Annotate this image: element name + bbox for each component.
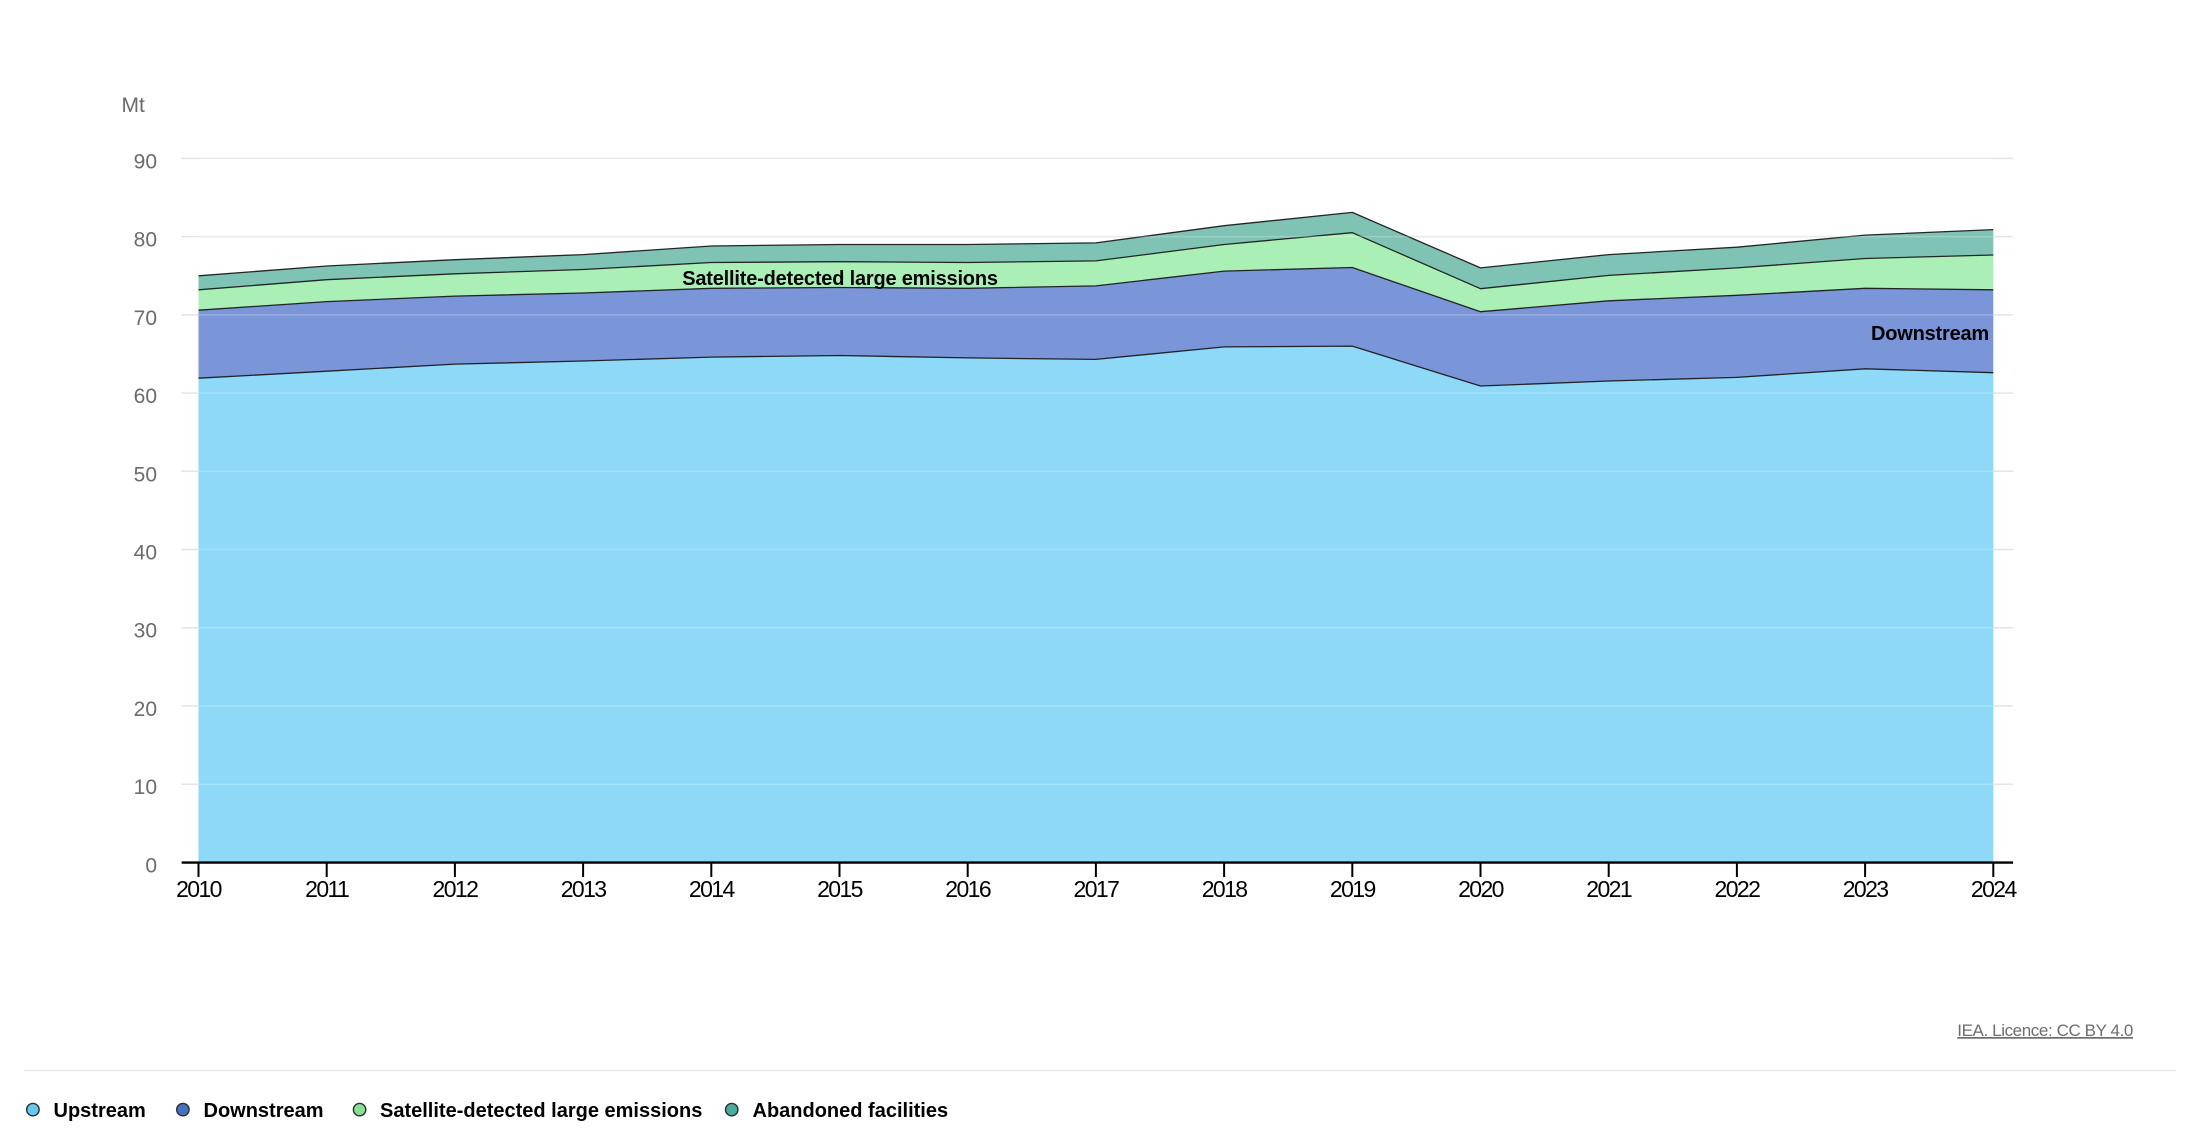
svg-text:30: 30 [134,620,157,643]
svg-text:2019: 2019 [1330,876,1376,902]
svg-text:50: 50 [134,463,157,486]
svg-text:60: 60 [134,385,157,408]
svg-text:2023: 2023 [1843,876,1889,902]
svg-text:2018: 2018 [1202,876,1248,902]
svg-text:2020: 2020 [1458,876,1504,902]
svg-text:70: 70 [134,307,157,330]
svg-text:Abandoned facilities: Abandoned facilities [753,1100,949,1122]
svg-text:2011: 2011 [305,876,349,902]
svg-text:80: 80 [134,229,157,252]
svg-text:2021: 2021 [1586,876,1632,902]
svg-text:IEA. Licence: CC BY 4.0: IEA. Licence: CC BY 4.0 [1957,1021,2133,1040]
svg-text:Satellite-detected large emiss: Satellite-detected large emissions [682,268,998,290]
svg-text:Upstream: Upstream [54,1100,146,1122]
svg-text:2010: 2010 [176,876,222,902]
svg-text:Satellite-detected large emiss: Satellite-detected large emissions [380,1100,702,1122]
svg-text:2022: 2022 [1715,876,1761,902]
svg-text:2015: 2015 [817,876,863,902]
svg-text:2024: 2024 [1971,876,2018,902]
svg-text:2013: 2013 [561,876,607,902]
svg-text:Downstream: Downstream [204,1100,324,1122]
svg-text:2017: 2017 [1074,876,1120,902]
svg-text:2014: 2014 [689,876,736,902]
svg-text:Downstream: Downstream [1871,323,1989,345]
svg-text:Mt: Mt [122,94,145,117]
svg-text:40: 40 [134,542,157,565]
svg-text:10: 10 [134,776,157,799]
svg-text:90: 90 [134,150,157,173]
svg-text:2016: 2016 [945,876,991,902]
svg-text:0: 0 [145,854,157,877]
svg-text:2012: 2012 [433,876,479,902]
svg-text:20: 20 [134,698,157,721]
